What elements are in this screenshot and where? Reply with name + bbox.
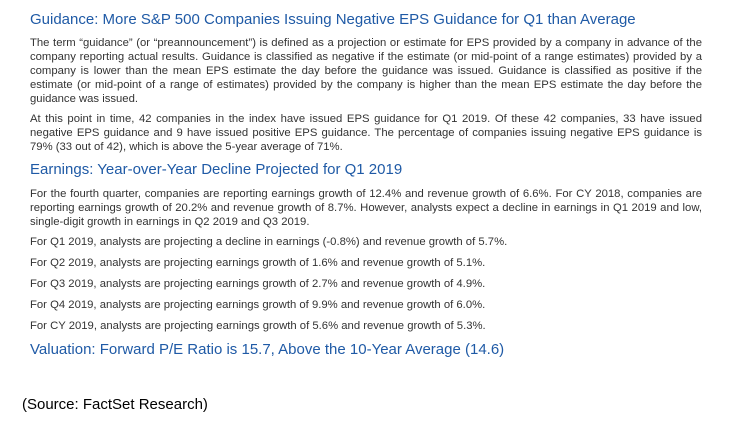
earnings-summary-paragraph: For the fourth quarter, companies are re… xyxy=(30,188,702,228)
earnings-projection-q4: For Q4 2019, analysts are projecting ear… xyxy=(30,299,486,311)
earnings-projection-q1: For Q1 2019, analysts are projecting a d… xyxy=(30,236,508,248)
guidance-definition-paragraph: The term “guidance” (or “preannouncement… xyxy=(30,37,702,105)
report-content: Guidance: More S&P 500 Companies Issuing… xyxy=(30,10,702,360)
guidance-heading: Guidance: More S&P 500 Companies Issuing… xyxy=(30,11,636,28)
guidance-stats-paragraph: At this point in time, 42 companies in t… xyxy=(30,113,702,153)
source-note: (Source: FactSet Research) xyxy=(22,396,208,413)
valuation-heading: Valuation: Forward P/E Ratio is 15.7, Ab… xyxy=(30,341,505,358)
earnings-projection-q2: For Q2 2019, analysts are projecting ear… xyxy=(30,257,486,269)
earnings-projection-q3: For Q3 2019, analysts are projecting ear… xyxy=(30,278,486,290)
earnings-projection-cy: For CY 2019, analysts are projecting ear… xyxy=(30,320,486,332)
earnings-heading: Earnings: Year-over-Year Decline Project… xyxy=(30,161,403,178)
